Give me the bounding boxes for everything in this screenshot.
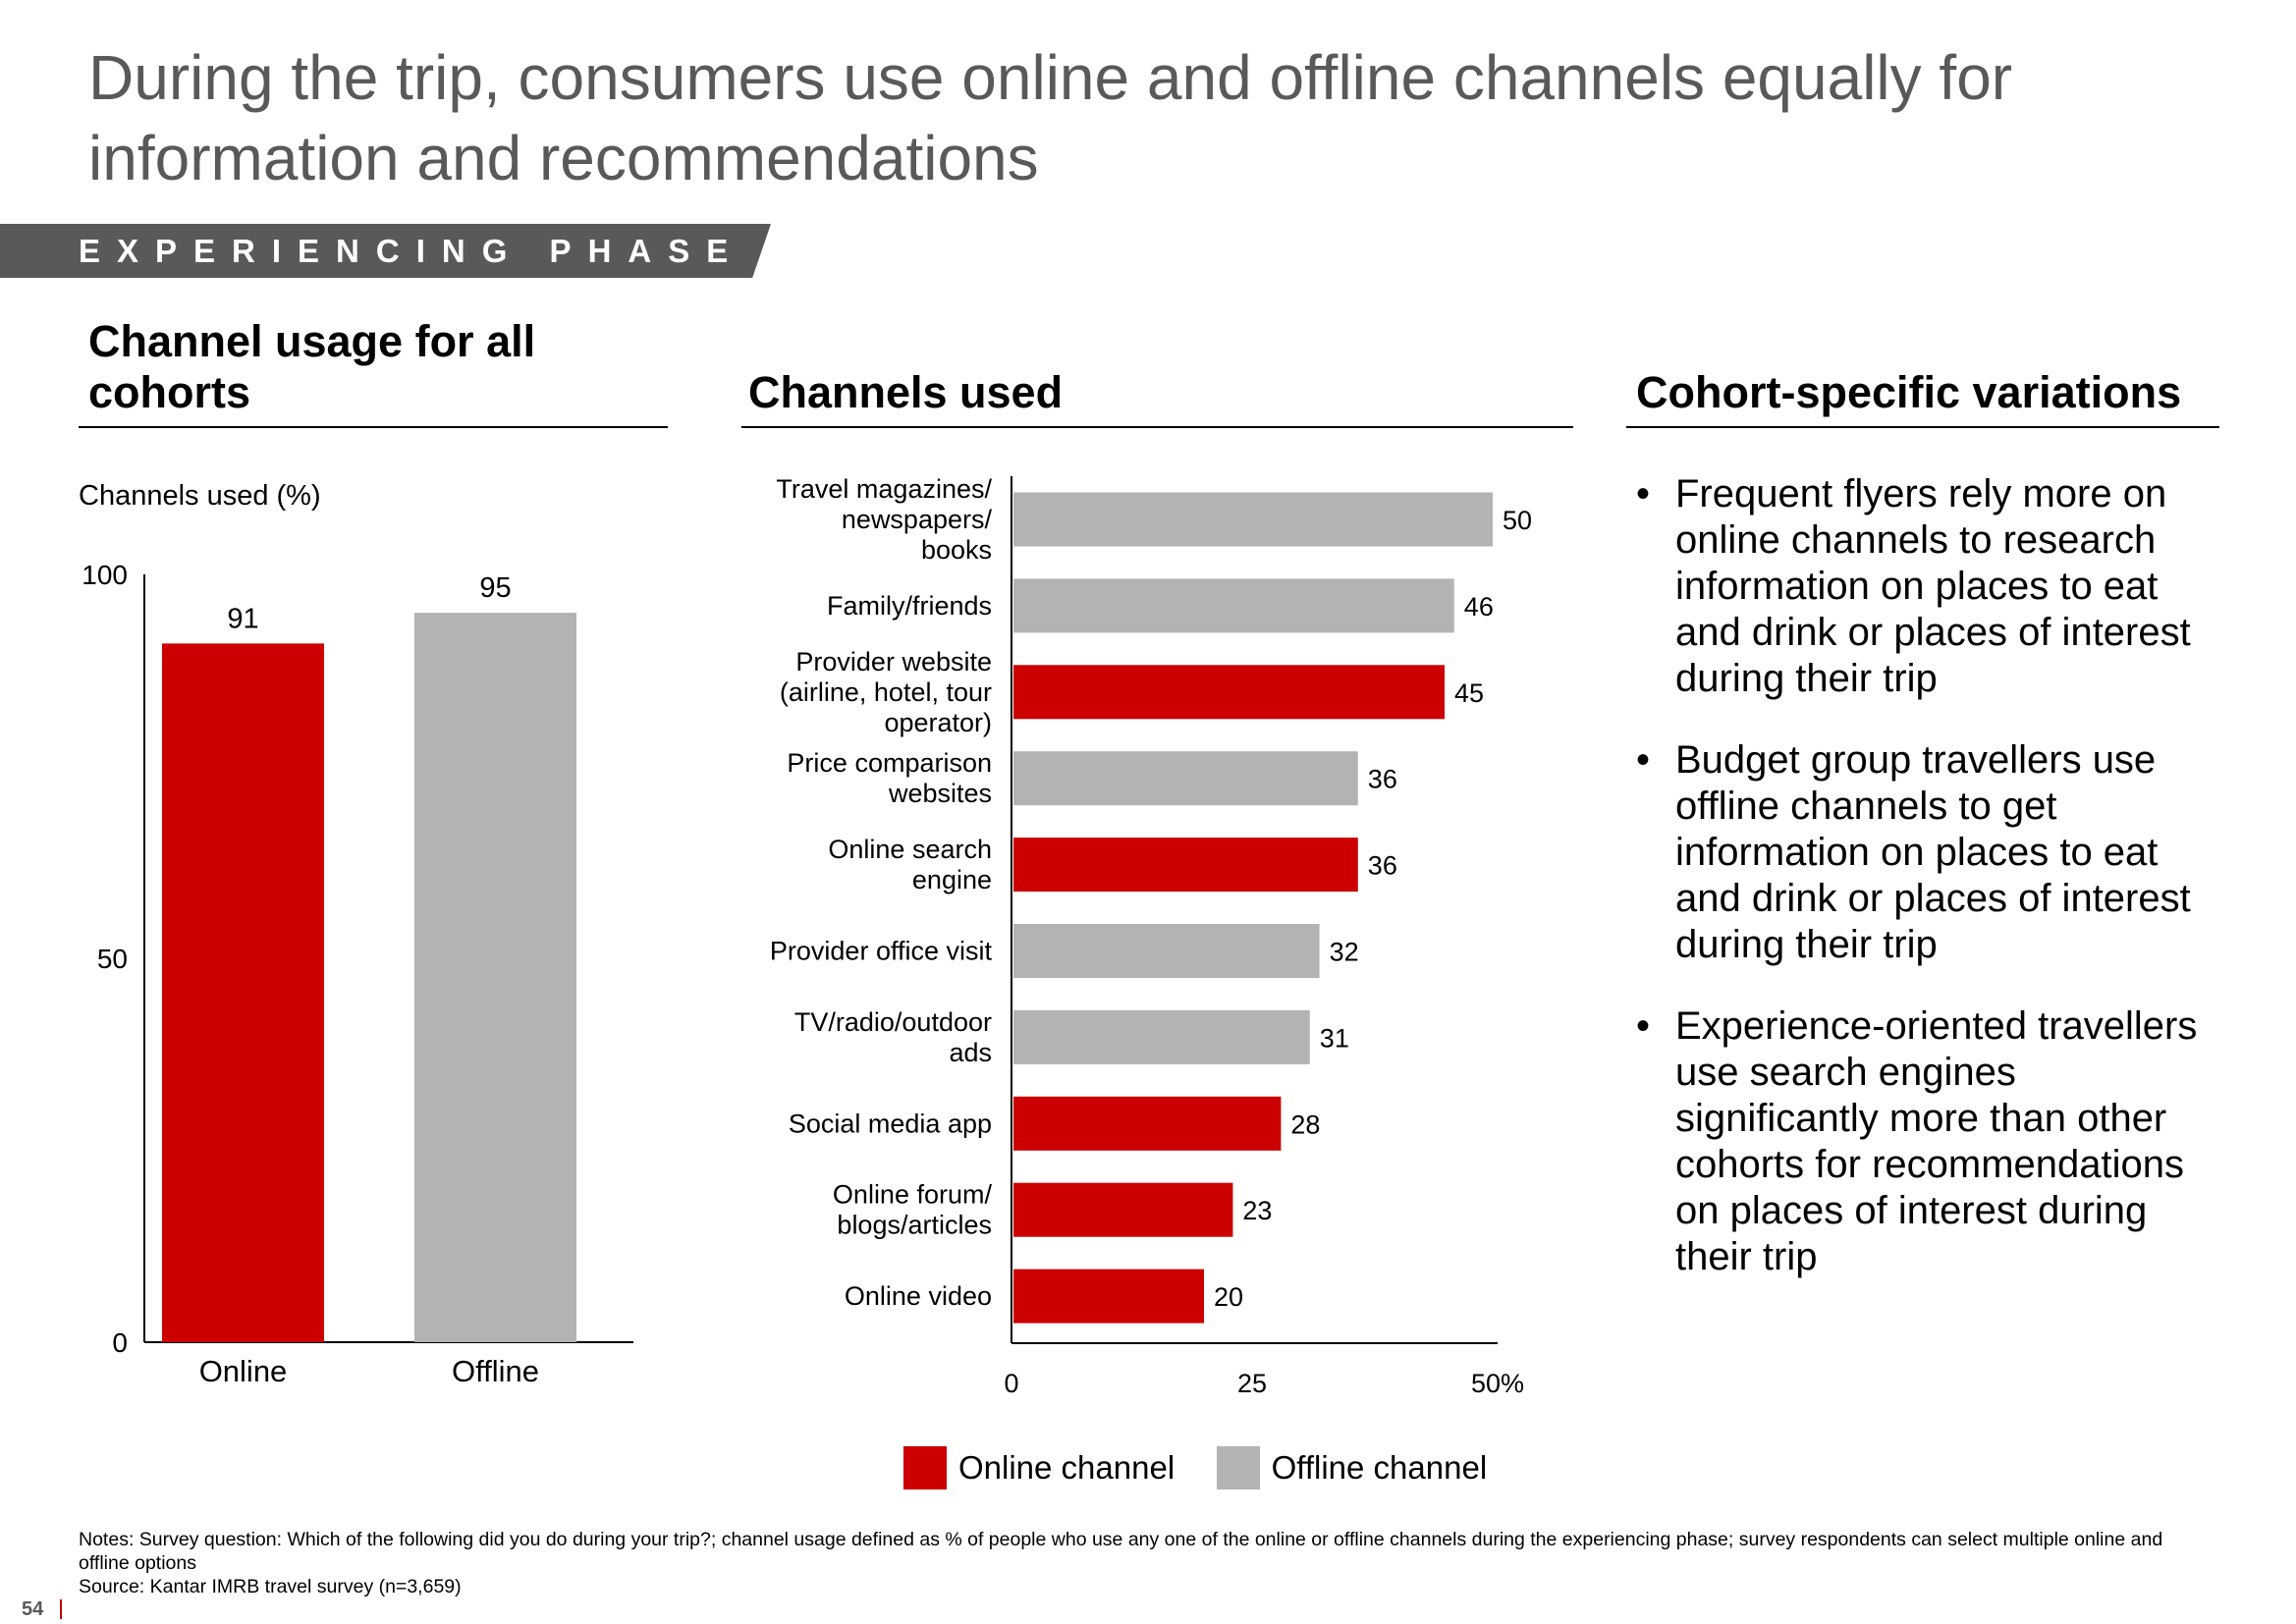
- category-label-line: Provider website: [795, 647, 992, 677]
- bar: [1013, 665, 1445, 720]
- legend-item-online: Online channel: [903, 1446, 1175, 1489]
- category-label-line: books: [921, 535, 992, 565]
- legend-item-offline: Offline channel: [1216, 1446, 1488, 1489]
- bar-value-label: 36: [1368, 765, 1397, 794]
- bar: [1013, 1009, 1310, 1064]
- y-tick-label: 0: [112, 1327, 128, 1358]
- y-tick-label: 100: [82, 560, 128, 590]
- bar: [1013, 838, 1358, 893]
- category-label-line: Social media app: [789, 1109, 992, 1138]
- channel-usage-chart: Channels used (%) 0 50 100 91 Online 95 Offline: [79, 480, 633, 1388]
- bar: [1013, 751, 1358, 806]
- bar-value-label: 23: [1242, 1196, 1272, 1225]
- legend-label-offline: Offline channel: [1271, 1449, 1488, 1486]
- category-label-line: Price comparison: [787, 748, 992, 778]
- source-text: Source: Kantar IMRB travel survey (n=3,6…: [79, 1576, 462, 1597]
- page-title: During the trip, consumers use online an…: [88, 42, 2013, 193]
- left-section-title: Channel usage for all cohorts: [88, 316, 536, 417]
- bar: [1013, 1269, 1204, 1324]
- category-label-line: engine: [912, 865, 992, 894]
- category-label-line: Online video: [845, 1281, 992, 1311]
- category-label: TV/radio/outdoor ads: [794, 1007, 992, 1067]
- phase-banner: [0, 224, 771, 278]
- category-label-line: blogs/articles: [837, 1211, 992, 1240]
- category-label-line: ads: [949, 1038, 992, 1067]
- middle-section-rule: [741, 426, 1573, 428]
- bullet-item: Budget group travellers use offline chan…: [1636, 737, 2225, 968]
- bullet-item: Experience-oriented travellers use searc…: [1636, 1003, 2225, 1280]
- category-label: Travel magazines/newspapers/books: [776, 474, 992, 565]
- category-label: Online forum/blogs/articles: [833, 1180, 993, 1240]
- page-number-marker: [60, 1599, 62, 1619]
- category-label-line: Travel magazines/: [776, 474, 992, 504]
- category-label-line: Online forum/: [833, 1180, 993, 1210]
- cohort-variations-list: Frequent flyers rely more on online chan…: [1636, 471, 2225, 1316]
- channels-used-chart: 50 Travel magazines/newspapers/books 46 Fam…: [770, 474, 1532, 1394]
- y-axis-label: Channels used (%): [79, 480, 321, 512]
- left-section-rule: [79, 426, 668, 428]
- bar-value-label: 32: [1330, 938, 1359, 967]
- bar: [1013, 578, 1454, 633]
- notes-text: Notes: Survey question: Which of the fol…: [79, 1529, 2163, 1574]
- category-label: Online video: [845, 1281, 992, 1311]
- bar-value-label: 46: [1464, 592, 1494, 622]
- bullet-item: Frequent flyers rely more on online chan…: [1636, 471, 2225, 702]
- right-section-title: Cohort-specific variations: [1636, 367, 2182, 417]
- x-tick-label: 0: [1004, 1369, 1018, 1394]
- bar-value-label: 31: [1320, 1023, 1349, 1053]
- bar-value-label: 20: [1214, 1282, 1243, 1312]
- bar-value-label: 36: [1368, 851, 1397, 881]
- legend-swatch-offline: [1216, 1446, 1260, 1489]
- bar: [162, 643, 324, 1342]
- category-label-line: operator): [884, 708, 992, 737]
- phase-banner-label: EXPERIENCING PHASE: [79, 233, 745, 269]
- category-label: Social media app: [789, 1109, 992, 1138]
- bar-value-label: 28: [1290, 1110, 1320, 1139]
- bar-value-label: 45: [1454, 678, 1484, 708]
- middle-section-title: Channels used: [748, 367, 1064, 417]
- page-number: 54: [22, 1598, 44, 1620]
- bar-value-label: 91: [227, 603, 258, 634]
- x-tick-label: 25: [1237, 1369, 1267, 1394]
- bar-value-label: 95: [479, 572, 511, 604]
- right-section-rule: [1626, 426, 2219, 428]
- category-label-line: Family/friends: [827, 591, 992, 621]
- bar: [414, 613, 576, 1342]
- legend-swatch-online: [903, 1446, 947, 1489]
- bar: [1013, 1096, 1282, 1151]
- x-tick-label: Offline: [452, 1354, 539, 1388]
- y-tick-label: 50: [97, 944, 128, 974]
- x-tick-label: Online: [199, 1354, 288, 1388]
- category-label-line: websites: [888, 779, 992, 808]
- category-label-line: TV/radio/outdoor: [794, 1007, 992, 1037]
- category-label: Provider website (airline, hotel, tour ope…: [780, 647, 992, 737]
- x-tick-label: 50%: [1471, 1369, 1524, 1394]
- category-label: Online search engine: [828, 835, 992, 894]
- chart-legend: Online channel Offline channel: [903, 1446, 1524, 1491]
- legend-label-online: Online channel: [958, 1449, 1175, 1486]
- category-label: Provider office visit: [770, 937, 993, 966]
- bar: [1013, 1182, 1233, 1237]
- category-label: Price comparison websites: [787, 748, 992, 808]
- footnotes: Notes: Survey question: Which of the fol…: [79, 1528, 2200, 1598]
- category-label-line: Provider office visit: [770, 937, 993, 966]
- bar: [1013, 924, 1320, 978]
- category-label: Family/friends: [827, 591, 992, 621]
- category-label-line: (airline, hotel, tour: [780, 677, 992, 707]
- bar: [1013, 492, 1493, 547]
- category-label-line: newspapers/: [842, 505, 993, 534]
- category-label-line: Online search: [828, 835, 992, 864]
- bar-value-label: 50: [1503, 506, 1532, 535]
